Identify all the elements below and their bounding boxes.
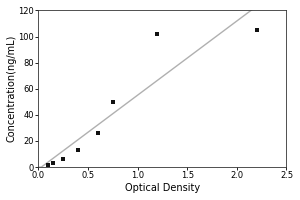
- Point: [95, 132, 100, 135]
- Point: [110, 100, 115, 103]
- Point: [155, 32, 160, 36]
- X-axis label: Optical Density: Optical Density: [125, 183, 200, 193]
- Point: [46, 164, 51, 167]
- Point: [254, 28, 259, 32]
- Point: [76, 149, 80, 152]
- Point: [51, 162, 56, 165]
- Point: [61, 157, 65, 160]
- Y-axis label: Concentration(ng/mL): Concentration(ng/mL): [7, 35, 17, 142]
